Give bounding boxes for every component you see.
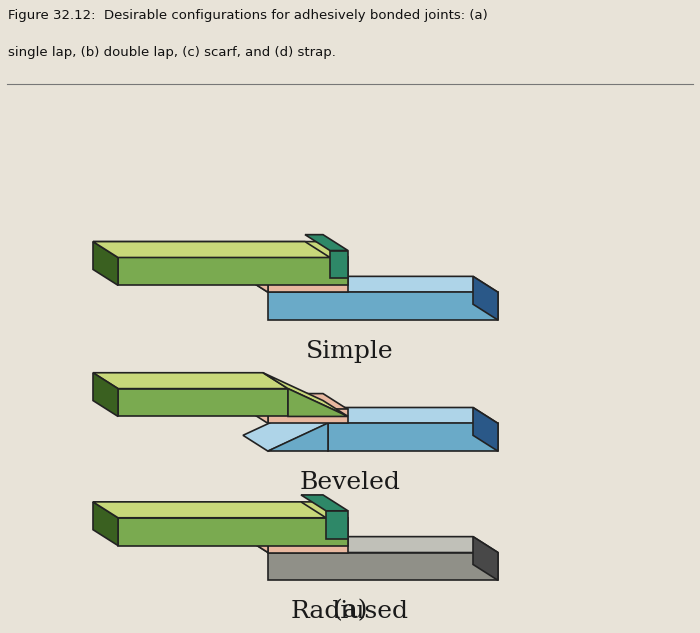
Text: Figure 32.12:  Desirable configurations for adhesively bonded joints: (a): Figure 32.12: Desirable configurations f…	[8, 9, 488, 22]
Polygon shape	[330, 251, 348, 279]
Polygon shape	[328, 423, 498, 451]
Text: Beveled: Beveled	[300, 471, 400, 494]
Polygon shape	[243, 394, 268, 423]
Text: Simple: Simple	[306, 340, 394, 363]
Polygon shape	[473, 277, 498, 320]
Polygon shape	[118, 518, 348, 546]
Polygon shape	[243, 537, 498, 553]
Polygon shape	[93, 242, 348, 258]
Polygon shape	[305, 235, 348, 251]
Polygon shape	[288, 389, 348, 417]
Polygon shape	[243, 277, 498, 292]
Polygon shape	[243, 263, 348, 279]
Polygon shape	[263, 373, 348, 417]
Text: (a): (a)	[332, 599, 368, 623]
Polygon shape	[473, 537, 498, 580]
Polygon shape	[243, 523, 348, 539]
Polygon shape	[268, 423, 328, 451]
Polygon shape	[268, 553, 498, 580]
Polygon shape	[118, 258, 348, 285]
Polygon shape	[243, 523, 268, 553]
Text: Radiused: Radiused	[291, 600, 409, 624]
Polygon shape	[268, 410, 348, 423]
Polygon shape	[243, 408, 328, 451]
Polygon shape	[326, 511, 348, 539]
Text: single lap, (b) double lap, (c) scarf, and (d) strap.: single lap, (b) double lap, (c) scarf, a…	[8, 46, 336, 59]
Polygon shape	[243, 263, 268, 292]
Polygon shape	[301, 495, 348, 511]
Polygon shape	[93, 373, 118, 417]
Polygon shape	[473, 408, 498, 451]
Polygon shape	[268, 292, 498, 320]
Polygon shape	[93, 242, 330, 258]
Polygon shape	[268, 539, 348, 553]
Polygon shape	[93, 502, 118, 546]
Polygon shape	[268, 279, 348, 292]
Polygon shape	[118, 389, 288, 417]
Polygon shape	[303, 408, 498, 423]
Polygon shape	[93, 502, 326, 518]
Polygon shape	[93, 242, 118, 285]
Polygon shape	[93, 373, 288, 389]
Polygon shape	[243, 394, 348, 410]
Polygon shape	[93, 502, 348, 518]
